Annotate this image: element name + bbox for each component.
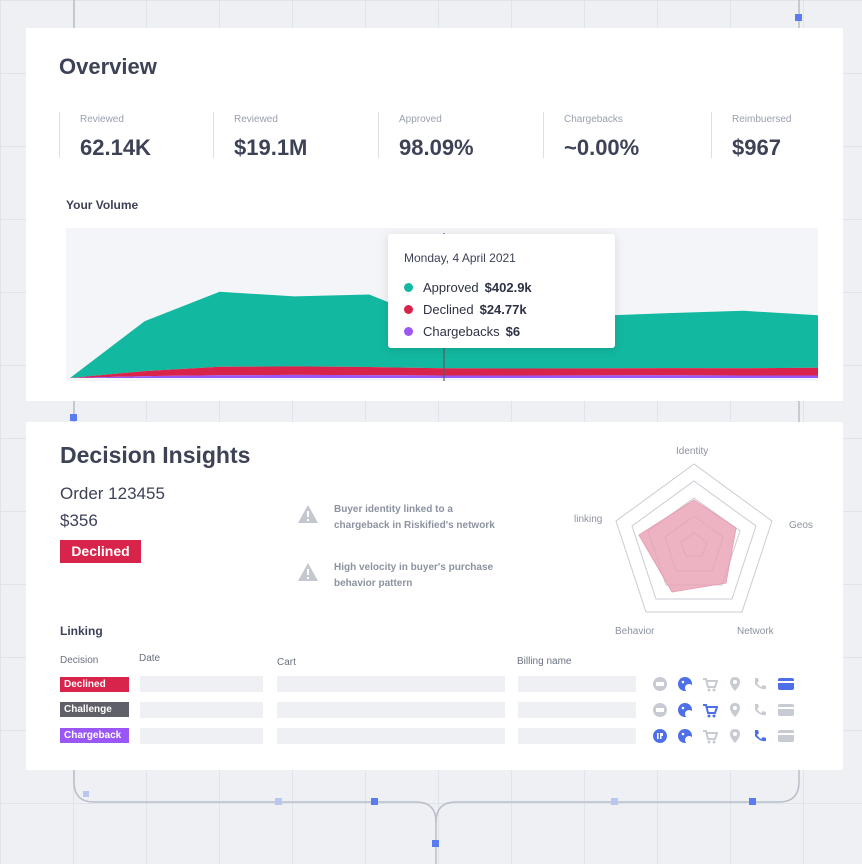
cookie-icon[interactable] xyxy=(677,702,693,718)
decision-tag-declined[interactable]: Declined xyxy=(60,677,129,692)
alert-text: High velocity in buyer's purchase behavi… xyxy=(334,560,493,592)
location-icon[interactable] xyxy=(727,676,743,692)
tooltip-row-declined: Declined $24.77k xyxy=(404,302,527,317)
chart-tooltip: Monday, 4 April 2021 Approved $402.9k Dec… xyxy=(388,234,615,348)
risk-radar-chart xyxy=(615,463,773,613)
insights-title: Decision Insights xyxy=(60,442,251,468)
order-amount: $356 xyxy=(60,511,98,530)
location-icon[interactable] xyxy=(727,702,743,718)
cart-icon[interactable] xyxy=(702,702,718,718)
order-status-badge: Declined xyxy=(60,540,141,563)
date-cell xyxy=(140,728,263,744)
ip-icon[interactable] xyxy=(652,728,668,744)
metric-label: Reviewed xyxy=(234,114,278,125)
alert-text: Buyer identity linked to a chargeback in… xyxy=(334,502,495,534)
billing-name-cell xyxy=(518,676,636,692)
radar-ring xyxy=(615,463,773,613)
metric-label: Reviewed xyxy=(80,114,124,125)
radar-label-behavior: Behavior xyxy=(615,626,655,637)
warning-icon xyxy=(298,505,318,523)
metric-label: Approved xyxy=(399,114,442,125)
alert-line: chargeback in Riskified's network xyxy=(334,520,495,531)
card-icon[interactable] xyxy=(777,729,795,743)
tooltip-value: $24.77k xyxy=(479,302,527,317)
radar-label-linking: linking xyxy=(574,514,603,525)
email-icon[interactable] xyxy=(652,702,668,718)
metric-chargebacks: Chargebacks ~0.00% xyxy=(543,112,640,160)
cart-cell xyxy=(277,728,505,744)
phone-icon[interactable] xyxy=(752,676,768,692)
volume-chart-title: Your Volume xyxy=(66,198,139,212)
date-cell xyxy=(140,702,263,718)
tooltip-label: Declined xyxy=(423,302,474,317)
approved-dot-icon xyxy=(404,283,413,293)
cookie-icon[interactable] xyxy=(677,728,693,744)
overview-title: Overview xyxy=(59,54,157,79)
radar-ring xyxy=(631,480,757,600)
overview-card: Overview Reviewed 62.14K Reviewed $19.1M… xyxy=(26,28,843,401)
chargebacks-dot-icon xyxy=(404,327,413,337)
metric-value: $967 xyxy=(732,135,781,160)
radar-label-geos: Geos xyxy=(789,520,813,531)
phone-icon[interactable] xyxy=(752,702,768,718)
metric-label: Reimbuersed xyxy=(732,114,792,125)
declined-dot-icon xyxy=(404,305,413,315)
phone-icon[interactable] xyxy=(752,728,768,744)
radar-label-identity: Identity xyxy=(676,446,709,457)
metric-value: ~0.00% xyxy=(564,135,640,160)
metric-reviewed-amount: Reviewed $19.1M xyxy=(213,112,308,160)
tooltip-label: Approved xyxy=(423,280,479,295)
email-icon[interactable] xyxy=(652,676,668,692)
cart-cell xyxy=(277,676,505,692)
alert-line: Buyer identity linked to a xyxy=(334,504,453,515)
decision-insights-card: Decision Insights Order 123455 $356 Decl… xyxy=(26,422,843,770)
decision-tag-chargeback[interactable]: Chargeback xyxy=(60,728,129,743)
billing-name-cell xyxy=(518,702,636,718)
cart-icon[interactable] xyxy=(702,728,718,744)
tooltip-value: $402.9k xyxy=(484,280,532,295)
metric-value: 62.14K xyxy=(80,135,151,160)
metric-reimbursed: Reimbuersed $967 xyxy=(711,112,792,160)
metric-value: 98.09% xyxy=(399,135,474,160)
metric-approved: Approved 98.09% xyxy=(378,112,474,160)
alert-line: High velocity in buyer's purchase xyxy=(334,562,494,573)
column-header-billing-name: Billing name xyxy=(517,656,572,667)
metric-value: $19.1M xyxy=(234,135,308,160)
cart-cell xyxy=(277,702,505,718)
column-header-decision: Decision xyxy=(60,655,99,666)
column-header-date: Date xyxy=(139,653,161,664)
radar-label-network: Network xyxy=(737,626,774,637)
column-header-cart: Cart xyxy=(277,657,296,668)
radar-risk-area xyxy=(638,499,737,593)
billing-name-cell xyxy=(518,728,636,744)
decision-tag-challenge[interactable]: Challenge xyxy=(60,702,129,717)
tooltip-value: $6 xyxy=(505,324,521,339)
tooltip-label: Chargebacks xyxy=(423,324,500,339)
tooltip-row-chargebacks: Chargebacks $6 xyxy=(404,324,520,339)
tooltip-date: Monday, 4 April 2021 xyxy=(404,251,516,265)
cookie-icon[interactable] xyxy=(677,676,693,692)
card-icon[interactable] xyxy=(777,703,795,717)
tooltip-row-approved: Approved $402.9k xyxy=(404,280,532,295)
metric-reviewed-count: Reviewed 62.14K xyxy=(59,112,151,160)
metric-label: Chargebacks xyxy=(564,114,623,125)
date-cell xyxy=(140,676,263,692)
card-icon[interactable] xyxy=(777,677,795,691)
cart-icon[interactable] xyxy=(702,676,718,692)
location-icon[interactable] xyxy=(727,728,743,744)
alert-line: behavior pattern xyxy=(334,578,413,589)
linking-title: Linking xyxy=(60,624,103,638)
order-id: Order 123455 xyxy=(60,484,165,503)
warning-icon xyxy=(298,563,318,581)
